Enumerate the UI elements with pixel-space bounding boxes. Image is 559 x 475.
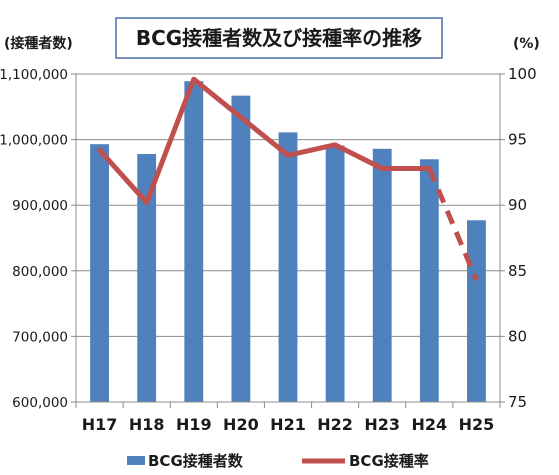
right-tick-label: 95 <box>508 131 527 149</box>
x-tick-label: H24 <box>412 415 448 434</box>
bar <box>419 159 439 402</box>
legend: BCG接種者数 BCG接種率 <box>127 452 429 470</box>
left-tick-label: 900,000 <box>12 198 68 214</box>
x-tick-label: H21 <box>270 415 306 434</box>
right-tick-label: 75 <box>508 393 527 411</box>
bar <box>90 144 109 402</box>
left-axis-unit: (接種者数) <box>4 35 73 52</box>
bar <box>372 148 392 402</box>
bar <box>137 154 157 402</box>
right-tick-label: 100 <box>508 65 537 83</box>
title-box <box>115 17 443 59</box>
legend-label-line: BCG接種率 <box>349 452 429 470</box>
x-tick-label: H19 <box>176 415 212 434</box>
left-tick-label: 1,000,000 <box>0 133 68 149</box>
bar <box>184 81 204 402</box>
x-tick-label: H17 <box>82 415 118 434</box>
x-tick-label: H18 <box>129 415 165 434</box>
x-tick-label: H22 <box>317 415 353 434</box>
bar <box>231 95 251 402</box>
legend-swatch-bar <box>127 456 145 465</box>
right-axis-unit: (%) <box>513 36 540 52</box>
right-tick-label: 90 <box>508 196 527 214</box>
axes <box>71 73 505 408</box>
chart-title: BCG接種者数及び接種率の推移 <box>136 26 422 50</box>
bar <box>325 145 345 402</box>
left-tick-label: 700,000 <box>12 329 68 345</box>
rate-line-solid <box>97 76 432 206</box>
tick-labels: 600,000 75 700,000 80 800,000 85 900,000 90 1,00… <box>0 65 537 434</box>
legend-label-bar: BCG接種者数 <box>148 452 244 470</box>
bar <box>467 220 486 402</box>
bar-series <box>90 81 486 402</box>
right-tick-label: 80 <box>508 327 527 345</box>
left-tick-label: 600,000 <box>12 395 68 411</box>
left-tick-label: 1,100,000 <box>0 67 68 83</box>
x-tick-label: H20 <box>223 415 259 434</box>
x-tick-label: H25 <box>459 415 495 434</box>
line-series <box>97 76 479 281</box>
left-tick-label: 800,000 <box>12 264 68 280</box>
rate-line-dashed <box>427 167 479 281</box>
bar <box>278 132 298 402</box>
x-tick-label: H23 <box>364 415 400 434</box>
right-tick-label: 85 <box>508 262 527 280</box>
